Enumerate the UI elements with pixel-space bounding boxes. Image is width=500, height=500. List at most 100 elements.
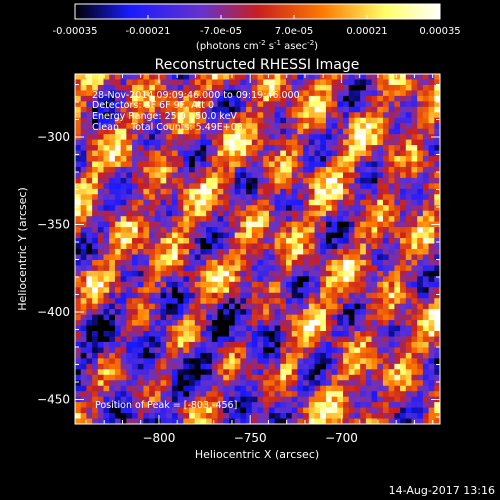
heatmap-cell [80, 177, 87, 184]
heatmap-cell [348, 369, 355, 376]
heatmap-cell [377, 298, 384, 305]
heatmap-cell [126, 194, 133, 201]
heatmap-cell [405, 402, 412, 408]
heatmap-cell [257, 243, 264, 250]
heatmap-cell [251, 117, 258, 124]
heatmap-cell [382, 418, 390, 425]
heatmap-cell [92, 249, 99, 255]
heatmap-cell [320, 238, 327, 244]
heatmap-cell [348, 238, 355, 244]
heatmap-cell [80, 150, 87, 157]
heatmap-cell [137, 314, 144, 321]
heatmap-cell [132, 281, 139, 288]
heatmap-cell [211, 418, 218, 425]
heatmap-cell [377, 188, 384, 195]
heatmap-cell [428, 145, 435, 151]
heatmap-cell [354, 145, 361, 151]
heatmap-cell [86, 341, 93, 348]
heatmap-cell [171, 232, 179, 239]
heatmap-cell [211, 150, 218, 157]
heatmap-cell [377, 254, 384, 261]
heatmap-cell [160, 341, 167, 348]
heatmap-cell [228, 145, 236, 151]
heatmap-cell [405, 84, 412, 91]
heatmap-cell [166, 363, 173, 370]
heatmap-cell [331, 112, 338, 119]
heatmap-cell [337, 287, 344, 294]
heatmap-cell [132, 166, 139, 173]
heatmap-cell [325, 79, 333, 86]
heatmap-cell [246, 374, 253, 381]
heatmap-cell [280, 325, 287, 332]
heatmap-cell [86, 123, 93, 130]
heatmap-cell [371, 232, 378, 239]
heatmap-cell [206, 325, 213, 332]
heatmap-cell [126, 363, 133, 370]
heatmap-cell [388, 166, 395, 173]
heatmap-cell [246, 396, 253, 403]
heatmap-cell [80, 413, 87, 419]
heatmap-cell [143, 369, 150, 376]
heatmap-cell [268, 254, 276, 261]
heatmap-cell [394, 341, 401, 348]
heatmap-cell [200, 194, 207, 201]
heatmap-cell [137, 106, 144, 113]
heatmap-cell [365, 259, 372, 266]
heatmap-cell [171, 407, 179, 414]
heatmap-cell [223, 74, 230, 80]
heatmap-cell [75, 106, 82, 113]
heatmap-cell [80, 238, 87, 244]
heatmap-cell [160, 194, 167, 201]
heatmap-cell [251, 134, 258, 141]
heatmap-cell [92, 352, 99, 359]
heatmap-cell [160, 391, 167, 398]
heatmap-cell [194, 172, 201, 179]
heatmap-cell [223, 380, 230, 387]
heatmap-cell [177, 74, 184, 80]
heatmap-cell [97, 265, 104, 272]
heatmap-cell [166, 380, 173, 387]
heatmap-cell [411, 221, 418, 228]
heatmap-cell [257, 90, 264, 97]
heatmap-cell [228, 369, 236, 376]
heatmap-cell [394, 74, 401, 80]
heatmap-cell [297, 123, 304, 130]
heatmap-cell [109, 341, 116, 348]
heatmap-cell [228, 199, 236, 206]
heatmap-cell [337, 402, 344, 408]
heatmap-cell [286, 117, 293, 124]
heatmap-cell [354, 369, 361, 376]
heatmap-cell [120, 90, 127, 97]
heatmap-cell [382, 270, 390, 277]
heatmap-cell [382, 117, 390, 124]
heatmap-cell [280, 199, 287, 206]
heatmap-cell [75, 281, 82, 288]
heatmap-cell [228, 134, 236, 141]
heatmap-cell [348, 221, 355, 228]
heatmap-cell [314, 336, 321, 343]
heatmap-cell [268, 210, 276, 217]
heatmap-cell [291, 90, 298, 97]
heatmap-cell [80, 106, 87, 113]
heatmap-cell [297, 320, 304, 326]
heatmap-cell [422, 418, 429, 425]
heatmap-cell [274, 402, 281, 408]
heatmap-cell [75, 320, 82, 326]
heatmap-cell [143, 363, 150, 370]
heatmap-cell [303, 287, 310, 294]
heatmap-cell [223, 369, 230, 376]
heatmap-cell [388, 276, 395, 283]
heatmap-cell [308, 134, 315, 141]
heatmap-cell [183, 238, 190, 244]
heatmap-cell [303, 374, 310, 381]
heatmap-cell [149, 205, 156, 212]
heatmap-cell [394, 254, 401, 261]
heatmap-cell [343, 106, 350, 113]
heatmap-cell [268, 106, 276, 113]
heatmap-cell [360, 402, 367, 408]
heatmap-cell [177, 363, 184, 370]
heatmap-cell [143, 194, 150, 201]
heatmap-cell [234, 363, 241, 370]
heatmap-cell [154, 276, 161, 283]
heatmap-cell [246, 341, 253, 348]
